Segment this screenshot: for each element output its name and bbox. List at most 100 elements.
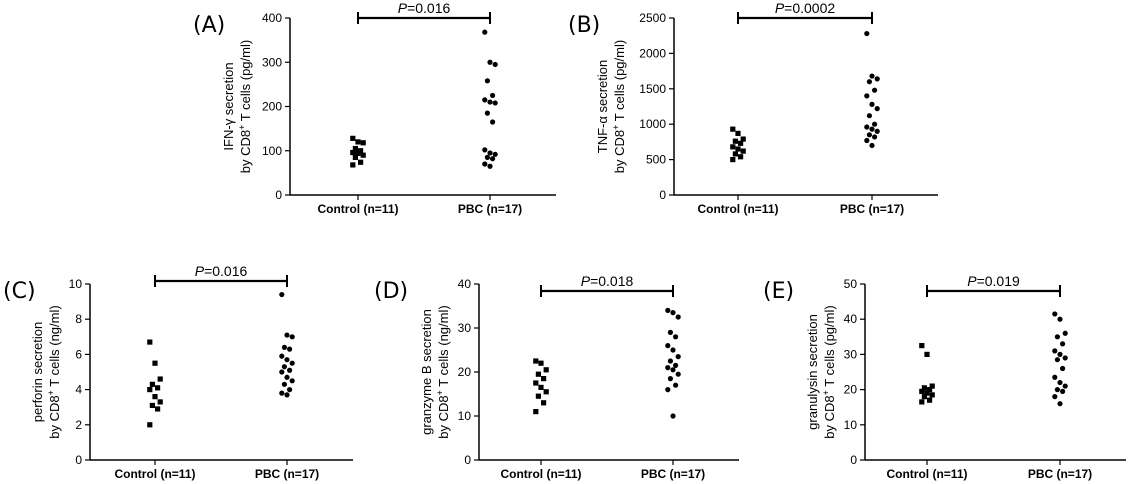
data-point-pbc — [1062, 383, 1068, 389]
data-point-control — [921, 385, 927, 391]
data-point-pbc — [874, 106, 880, 112]
data-point-pbc — [492, 151, 498, 157]
data-point-control — [919, 399, 925, 405]
y-tick-label: 0 — [275, 188, 282, 202]
data-point-control — [155, 385, 161, 391]
data-point-pbc — [490, 156, 496, 162]
y-tick-label: 20 — [844, 383, 858, 397]
y-axis-label-line2: by CD8+ T cells (pg/ml) — [821, 305, 837, 438]
data-point-control — [360, 140, 366, 146]
y-tick-label: 0 — [75, 453, 82, 467]
chart-panel-e: (E) 0 10 20 30 40 50 Control (n=11) PBC (n=17) gr… — [763, 273, 1126, 481]
data-point-control — [155, 406, 161, 412]
data-point-control — [732, 138, 738, 144]
data-point-pbc — [1057, 351, 1063, 357]
data-point-pbc — [289, 334, 295, 340]
data-point-pbc — [487, 59, 493, 65]
y-tick-label: 50 — [844, 277, 858, 291]
data-point-control — [149, 381, 155, 387]
data-point-pbc — [864, 137, 870, 144]
data-point-control — [360, 152, 366, 158]
data-point-control — [352, 154, 358, 160]
data-point-pbc — [667, 376, 674, 382]
x-category-label: Control (n=11) — [317, 202, 398, 216]
y-tick-label: 1000 — [639, 117, 666, 131]
y-axis-label-line1: perforin secretion — [30, 322, 45, 422]
data-point-pbc — [866, 79, 873, 85]
data-point-pbc — [484, 110, 490, 116]
data-point-control — [358, 159, 364, 165]
data-point-pbc — [287, 346, 293, 352]
y-tick-label: 10 — [458, 409, 472, 423]
y-tick-label: 6 — [75, 347, 82, 361]
data-point-pbc — [665, 343, 671, 349]
data-point-pbc — [675, 314, 681, 320]
data-point-control — [538, 384, 544, 390]
data-point-pbc — [872, 121, 878, 127]
data-point-pbc — [872, 87, 878, 93]
data-point-control — [919, 343, 925, 349]
data-point-pbc — [482, 29, 488, 35]
data-point-pbc — [1054, 357, 1060, 363]
data-point-control — [927, 397, 933, 403]
data-point-control — [927, 387, 933, 393]
data-point-control — [738, 140, 744, 146]
data-point-pbc — [670, 413, 676, 419]
data-point-control — [730, 157, 736, 163]
data-point-pbc — [487, 163, 493, 169]
data-point-pbc — [484, 154, 490, 160]
data-point-pbc — [284, 392, 290, 398]
data-point-control — [735, 130, 741, 137]
panel-letter: (A) — [193, 13, 225, 38]
y-tick-label: 10 — [69, 277, 83, 291]
data-point-pbc — [667, 329, 674, 335]
data-point-control — [355, 139, 361, 145]
y-tick-label: 200 — [262, 100, 282, 114]
y-tick-label: 8 — [75, 312, 82, 326]
data-point-pbc — [1057, 316, 1063, 322]
data-point-pbc — [673, 382, 679, 388]
y-axis-label-line2: by CD8+ T cells (pg/ml) — [611, 40, 627, 173]
data-point-pbc — [281, 364, 287, 370]
y-tick-label: 30 — [844, 347, 858, 361]
y-axis-label-line2: by CD8+ T cells (ng/ml) — [46, 305, 62, 438]
data-point-pbc — [284, 374, 290, 380]
p-value-label: P=0.018 — [581, 273, 634, 289]
p-value-label: P=0.019 — [967, 273, 1020, 289]
data-point-pbc — [1060, 341, 1066, 347]
data-point-control — [740, 136, 746, 142]
data-point-pbc — [1052, 394, 1058, 400]
data-point-control — [358, 148, 364, 154]
data-point-pbc — [281, 344, 287, 350]
y-axis-label-line1: granulysin secretion — [805, 314, 820, 430]
data-point-control — [541, 376, 547, 382]
data-point-pbc — [287, 387, 293, 393]
data-point-control — [535, 393, 541, 399]
y-axis-label-line1: TNF-α secretion — [595, 60, 610, 153]
data-point-control — [533, 358, 539, 364]
chart-panel-a: (A) 0 100 200 300 400 Control (n=11) PBC (n=17)… — [193, 0, 556, 216]
data-point-pbc — [869, 126, 875, 132]
data-point-pbc — [284, 357, 290, 363]
chart-panel-d: (D) 0 10 20 30 40 Control (n=11) PBC (n=17) gran… — [374, 273, 739, 481]
data-point-pbc — [484, 78, 490, 84]
panel-letter: (C) — [3, 279, 36, 304]
data-point-control — [929, 383, 935, 389]
x-category-label: PBC (n=17) — [641, 467, 705, 481]
data-point-pbc — [869, 101, 875, 107]
data-point-pbc — [279, 291, 285, 298]
data-point-control — [538, 360, 544, 366]
data-point-control — [929, 392, 935, 398]
data-point-pbc — [490, 119, 496, 125]
data-point-control — [149, 402, 155, 409]
data-point-control — [738, 154, 744, 160]
y-tick-label: 30 — [458, 321, 472, 335]
data-point-pbc — [1054, 334, 1060, 340]
data-point-control — [919, 388, 925, 394]
y-tick-label: 500 — [646, 153, 666, 167]
data-point-control — [352, 145, 358, 152]
data-point-pbc — [1052, 348, 1058, 354]
chart-panel-c: (C) 0 2 4 6 8 10 Control (n=11) PBC (n=17) perfor… — [3, 263, 353, 481]
data-point-control — [730, 144, 736, 150]
